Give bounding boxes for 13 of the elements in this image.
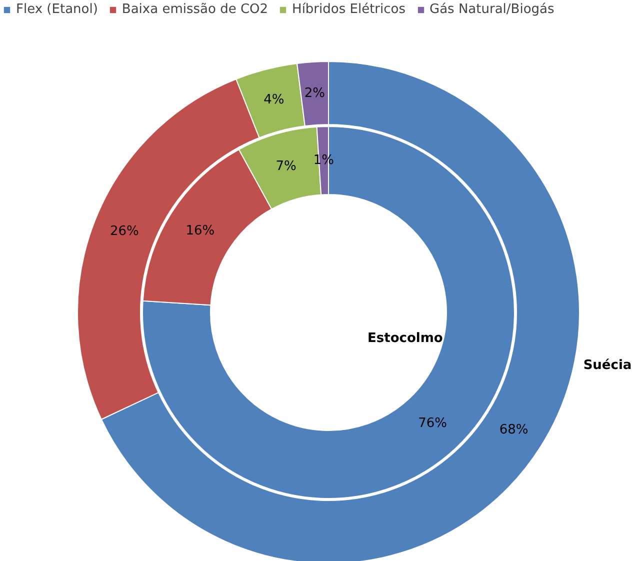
- data-label: 68%: [499, 422, 528, 438]
- data-label: 7%: [276, 159, 296, 174]
- slice-label: Estocolmo: [368, 331, 443, 346]
- legend-label: Gás Natural/Biogás: [430, 2, 554, 17]
- legend-label: Híbridos Elétricos: [292, 2, 406, 17]
- data-label: 4%: [264, 92, 284, 108]
- data-label: 26%: [110, 224, 139, 240]
- legend-label: Baixa emissão de CO2: [122, 2, 268, 17]
- data-label: 2%: [304, 86, 326, 101]
- data-label: 16%: [186, 224, 215, 239]
- legend-label: Flex (Etanol): [16, 2, 98, 17]
- slice-label: Suécia: [583, 358, 632, 373]
- data-label: 76%: [418, 416, 448, 431]
